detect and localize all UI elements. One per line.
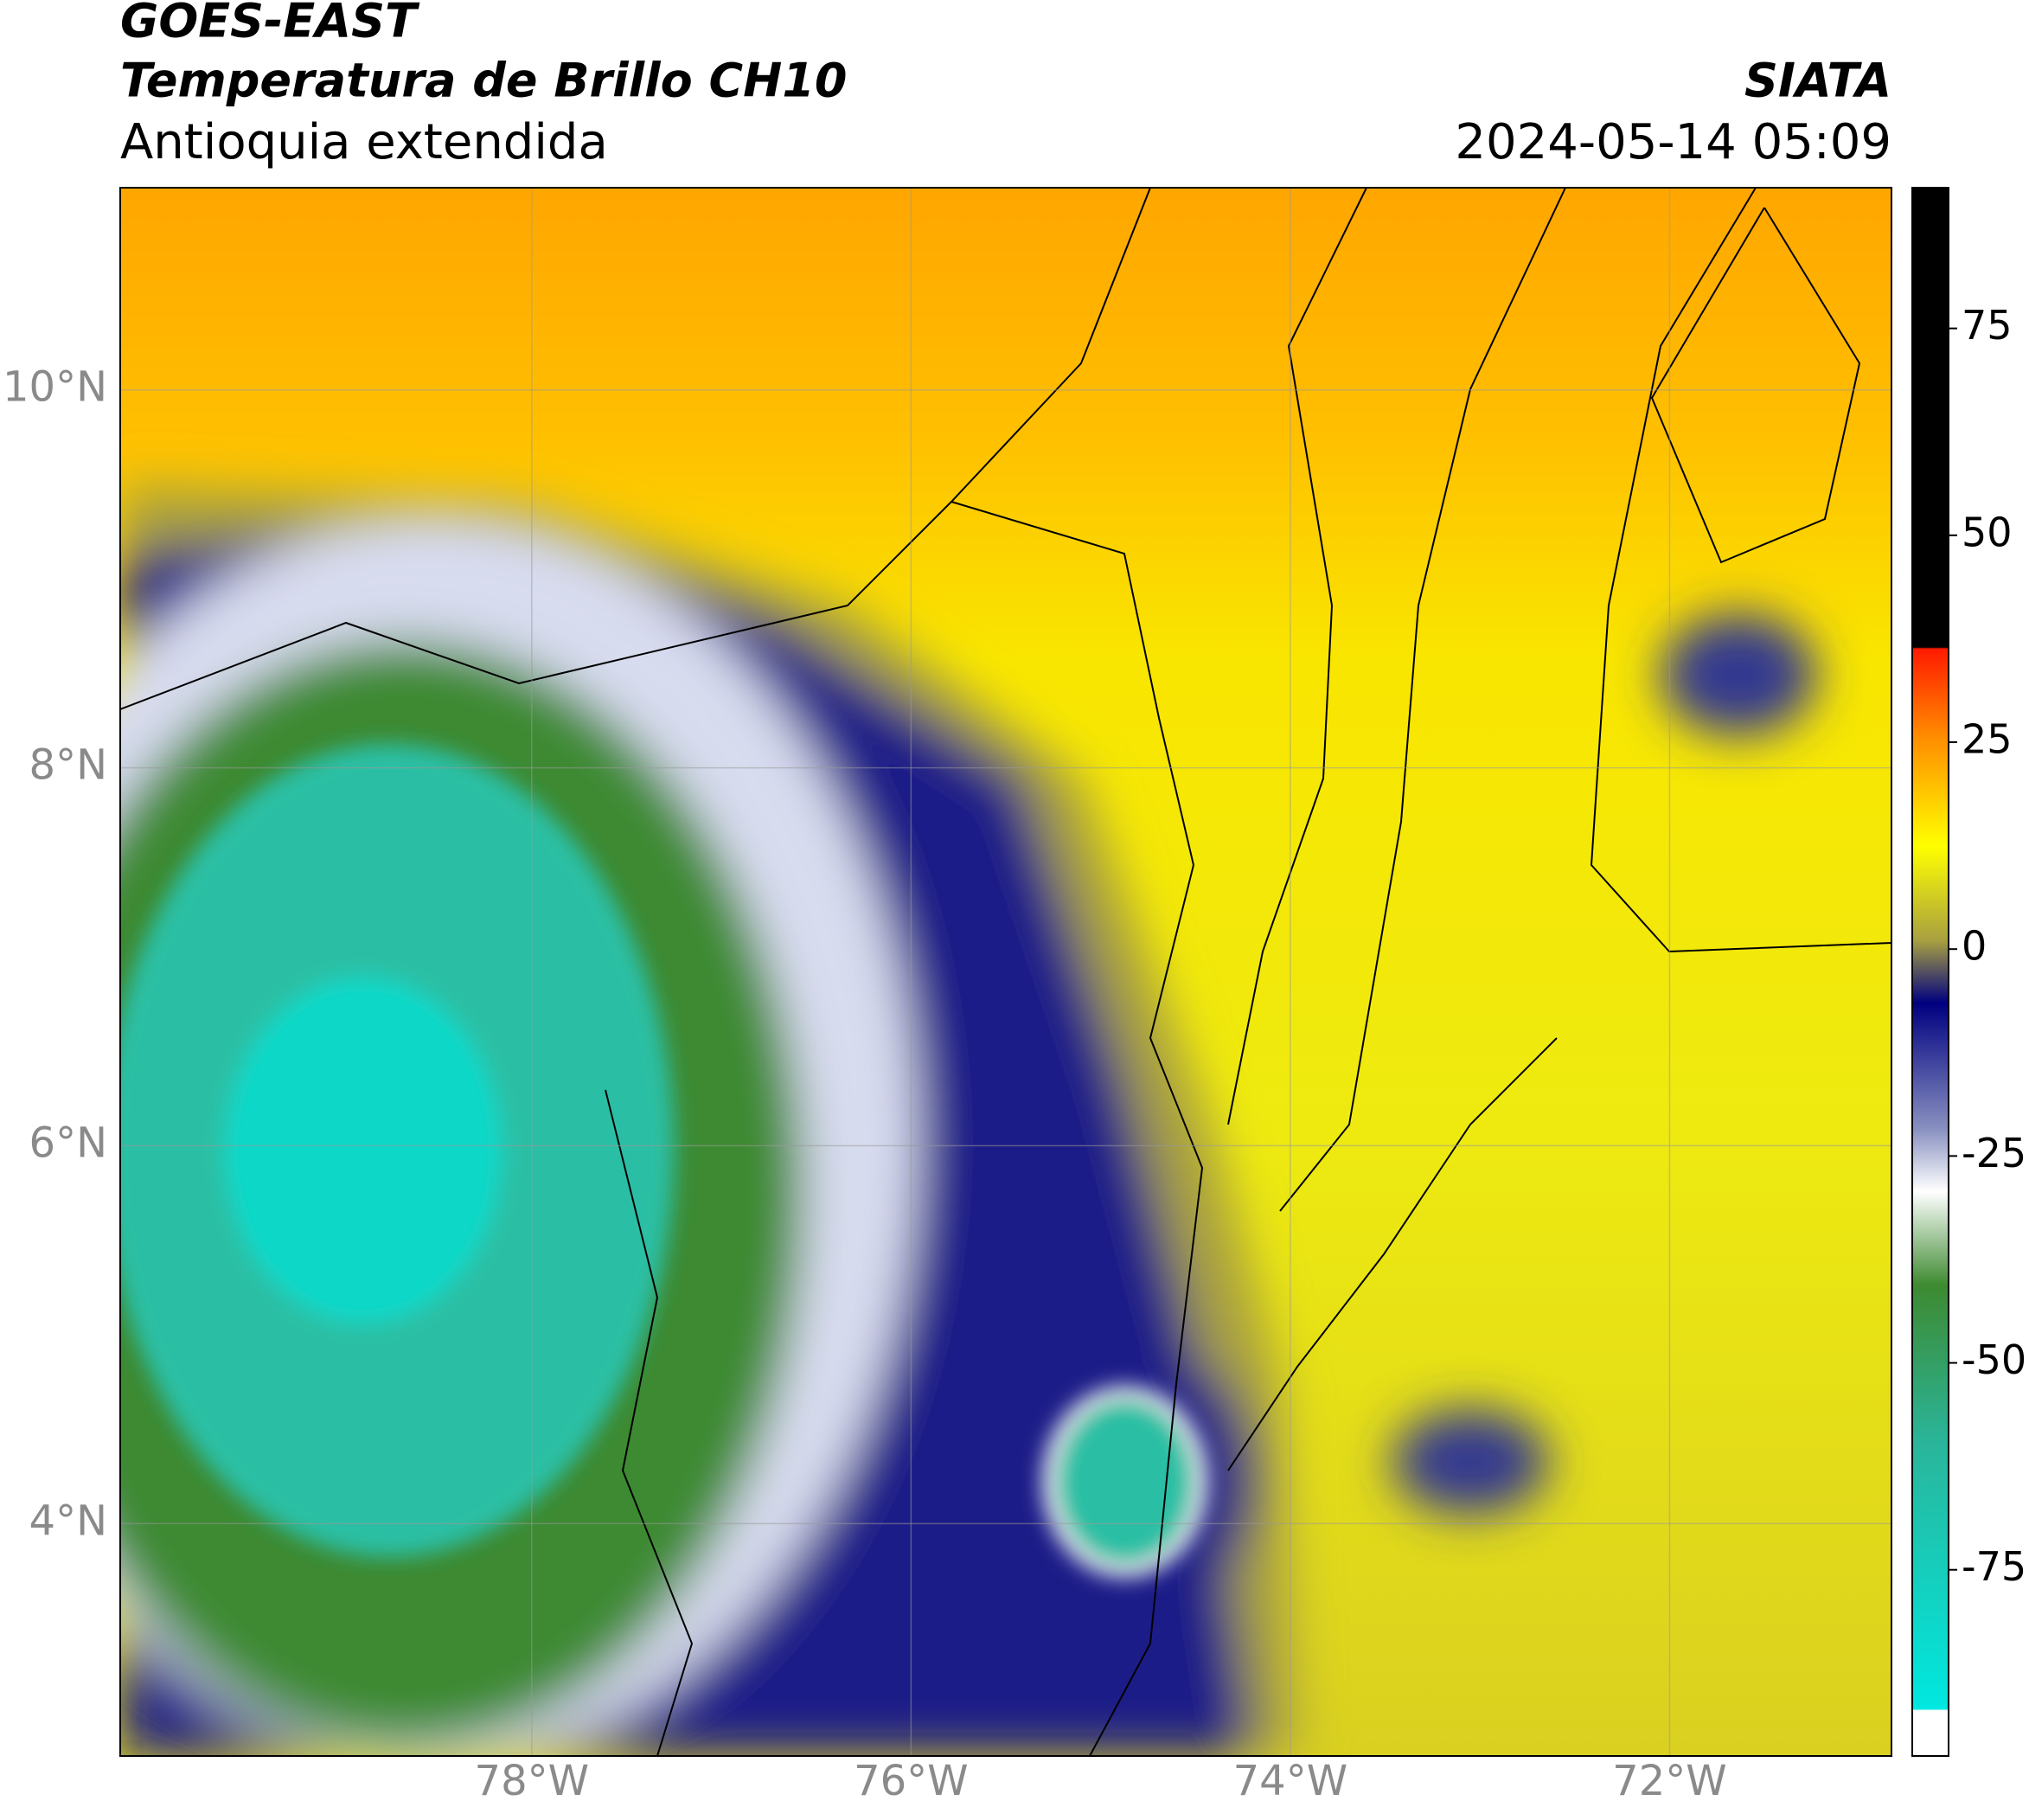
cell-core	[1054, 1397, 1196, 1567]
y-tick-label: 4°N	[29, 1496, 107, 1545]
colorbar-tick-label: 50	[1962, 509, 2013, 555]
colorbar-tick-label: -25	[1962, 1130, 2026, 1176]
cell-mid	[1392, 1410, 1548, 1514]
plot-frame	[119, 187, 1892, 1757]
coastline	[120, 188, 1151, 710]
border-line	[1227, 1037, 1558, 1471]
border-line	[1227, 188, 1367, 1125]
border-line	[1279, 188, 1566, 1212]
x-tick-label: 72°W	[1612, 1757, 1727, 1805]
colorbar	[1911, 187, 1949, 1757]
coastline	[605, 1089, 694, 1756]
region: Antioquia extendida	[120, 114, 608, 170]
colorbar-tick-label: -75	[1962, 1543, 2026, 1590]
y-tick-label: 10°N	[3, 363, 107, 412]
subtitle: Temperatura de Brillo CH10	[120, 54, 848, 108]
x-tick-label: 74°W	[1233, 1757, 1348, 1805]
colorbar-tick-label: 75	[1962, 302, 2013, 349]
x-tick-label: 76°W	[854, 1757, 969, 1805]
borders	[120, 188, 1891, 1756]
colorbar-tick-label: -50	[1962, 1336, 2026, 1383]
datetime: 2024-05-14 05:09	[1455, 114, 1891, 170]
source: SIATA	[1744, 54, 1891, 108]
coastline	[1650, 207, 1861, 564]
y-tick-label: 6°N	[29, 1118, 107, 1167]
x-tick-label: 78°W	[475, 1757, 590, 1805]
colorbar-tick-label: 0	[1962, 923, 1987, 970]
satellite-image	[120, 188, 1891, 1756]
title: GOES-EAST	[120, 0, 420, 48]
y-tick-label: 8°N	[29, 741, 107, 790]
border-line	[950, 501, 1204, 1756]
colorbar-tick-label: 25	[1962, 716, 2013, 763]
cell-east	[1661, 614, 1816, 735]
border-line	[1590, 188, 1891, 953]
cloud-peak	[225, 977, 502, 1323]
